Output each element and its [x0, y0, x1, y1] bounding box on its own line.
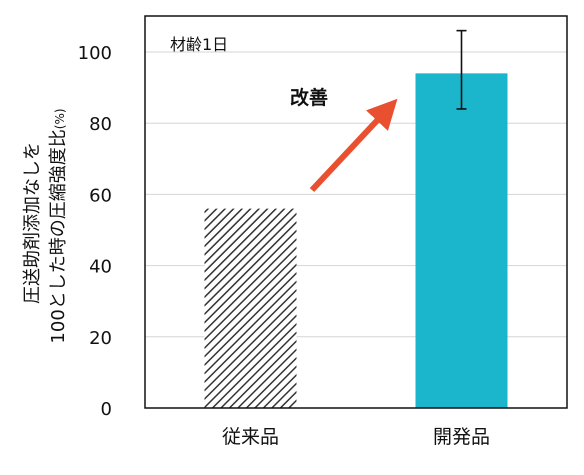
improvement-annotation: 改善	[290, 86, 328, 109]
inset-label: 材齢1日	[170, 35, 228, 54]
improvement-arrow	[309, 98, 398, 193]
y-axis-label-line1: 圧送助剤添加なしを	[22, 142, 43, 304]
error-bars	[456, 29, 467, 110]
y-axis-label-line2: 100とした時の圧縮強度比(%)	[48, 108, 69, 343]
bar-1	[204, 208, 297, 408]
y-tick-label: 100	[78, 43, 112, 64]
x-axis-tick-labels: 従来品 開発品	[222, 426, 490, 448]
bar-2	[415, 73, 508, 409]
x-tick-label: 従来品	[222, 426, 279, 448]
y-tick-label: 20	[89, 328, 112, 349]
y-tick-label: 60	[89, 185, 112, 206]
y-axis-label-main: 100とした時の圧縮強度比	[48, 129, 69, 343]
y-tick-label: 80	[89, 114, 112, 135]
bars	[204, 73, 508, 409]
x-tick-label: 開発品	[433, 426, 490, 448]
y-tick-label: 0	[101, 399, 112, 420]
y-axis-tick-labels: 0 20 40 60 80 100	[78, 43, 112, 420]
y-axis-label-unit: (%)	[53, 108, 67, 129]
plot-frame	[144, 15, 568, 409]
y-tick-label: 40	[89, 257, 112, 278]
